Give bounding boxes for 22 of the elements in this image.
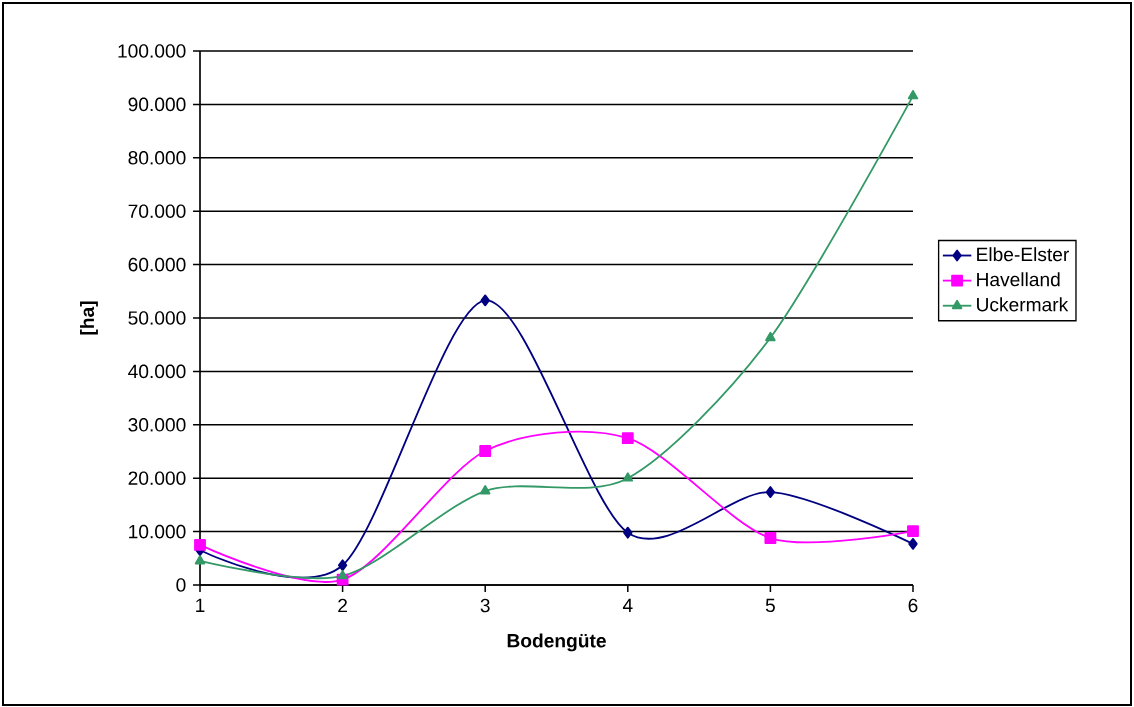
y-tick-label: 100.000	[118, 44, 186, 58]
y-tick-label: 20.000	[128, 471, 186, 485]
y-axis-title: [ha]	[80, 301, 98, 335]
legend-label: Havelland	[977, 272, 1060, 287]
y-tick-label: 40.000	[128, 364, 186, 379]
x-tick-label: 6	[908, 598, 918, 613]
x-tick-label: 4	[622, 598, 633, 612]
y-tick-label: 10.000	[129, 524, 186, 539]
x-tick-label: 5	[765, 598, 775, 613]
y-tick-label: 0	[176, 578, 186, 592]
x-tick-label: 3	[480, 598, 490, 613]
y-tick-label: 80.000	[128, 151, 186, 165]
x-tick-label: 1	[196, 598, 205, 612]
y-tick-label: 60.000	[128, 257, 186, 272]
y-tick-label: 70.000	[128, 204, 186, 218]
y-tick-label: 50.000	[128, 311, 186, 325]
y-tick-label: 30.000	[128, 418, 186, 432]
x-axis-title: Bodengüte	[507, 633, 606, 652]
x-tick-label: 2	[338, 598, 347, 613]
legend-label: Elbe-Elster	[977, 247, 1069, 262]
legend-label: Uckermark	[977, 297, 1069, 312]
y-tick-label: 90.000	[128, 97, 186, 112]
